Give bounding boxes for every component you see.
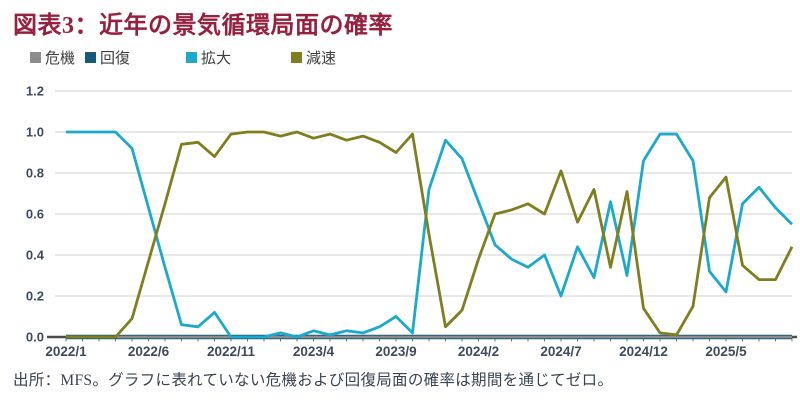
x-tick-label: 2024/2 (458, 344, 499, 359)
legend-label: 回復 (100, 50, 131, 67)
y-tick-label: 0.2 (26, 289, 44, 304)
cycle-probability-line-chart: 0.0 0.2 0.4 0.6 0.8 1.0 1.2 2022/1 2022/6 2022/11… (26, 84, 797, 359)
legend-label: 減速 (306, 50, 337, 67)
legend-label: 危機 (45, 50, 76, 67)
x-tick-label: 2023/4 (293, 344, 335, 359)
y-tick-label: 0.6 (26, 207, 44, 222)
legend-item-1: 回復 (85, 47, 130, 68)
page-title: 図表3：近年の景気循環局面の確率 (13, 13, 393, 39)
x-tick-label: 2022/6 (128, 344, 170, 359)
chart-legend: 危機 回復 拡大 減速 (30, 47, 336, 68)
legend-swatch-icon (291, 52, 303, 63)
x-tick-label: 2022/11 (207, 344, 256, 359)
legend-item-3: 減速 (291, 47, 336, 68)
x-tick-label: 2024/12 (619, 344, 668, 359)
legend-swatch-icon (186, 52, 198, 63)
y-tick-label: 1.2 (26, 84, 44, 99)
y-tick-label: 1.0 (26, 125, 44, 140)
chart-area: 0.0 0.2 0.4 0.6 0.8 1.0 1.2 2022/1 2022/6 2022/11… (0, 78, 800, 370)
x-tick-label: 2022/1 (45, 344, 87, 359)
x-tick-label: 2024/7 (540, 344, 581, 359)
x-tick-label: 2025/5 (705, 344, 747, 359)
x-tick-label: 2023/9 (375, 344, 416, 359)
legend-swatch-icon (85, 52, 97, 63)
series-line-拡大 (66, 130, 793, 339)
legend-item-2: 拡大 (186, 47, 231, 68)
legend-label: 拡大 (201, 50, 232, 67)
source-footnote: 出所：MFS。グラフに表れていない危機および回復局面の確率は期間を通じてゼロ。 (13, 372, 614, 389)
y-tick-label: 0.0 (26, 330, 44, 345)
y-tick-label: 0.4 (26, 248, 45, 263)
legend-swatch-icon (30, 52, 41, 63)
y-tick-label: 0.8 (26, 166, 44, 181)
legend-item-0: 危機 (30, 47, 75, 68)
series-line-減速 (66, 130, 794, 339)
